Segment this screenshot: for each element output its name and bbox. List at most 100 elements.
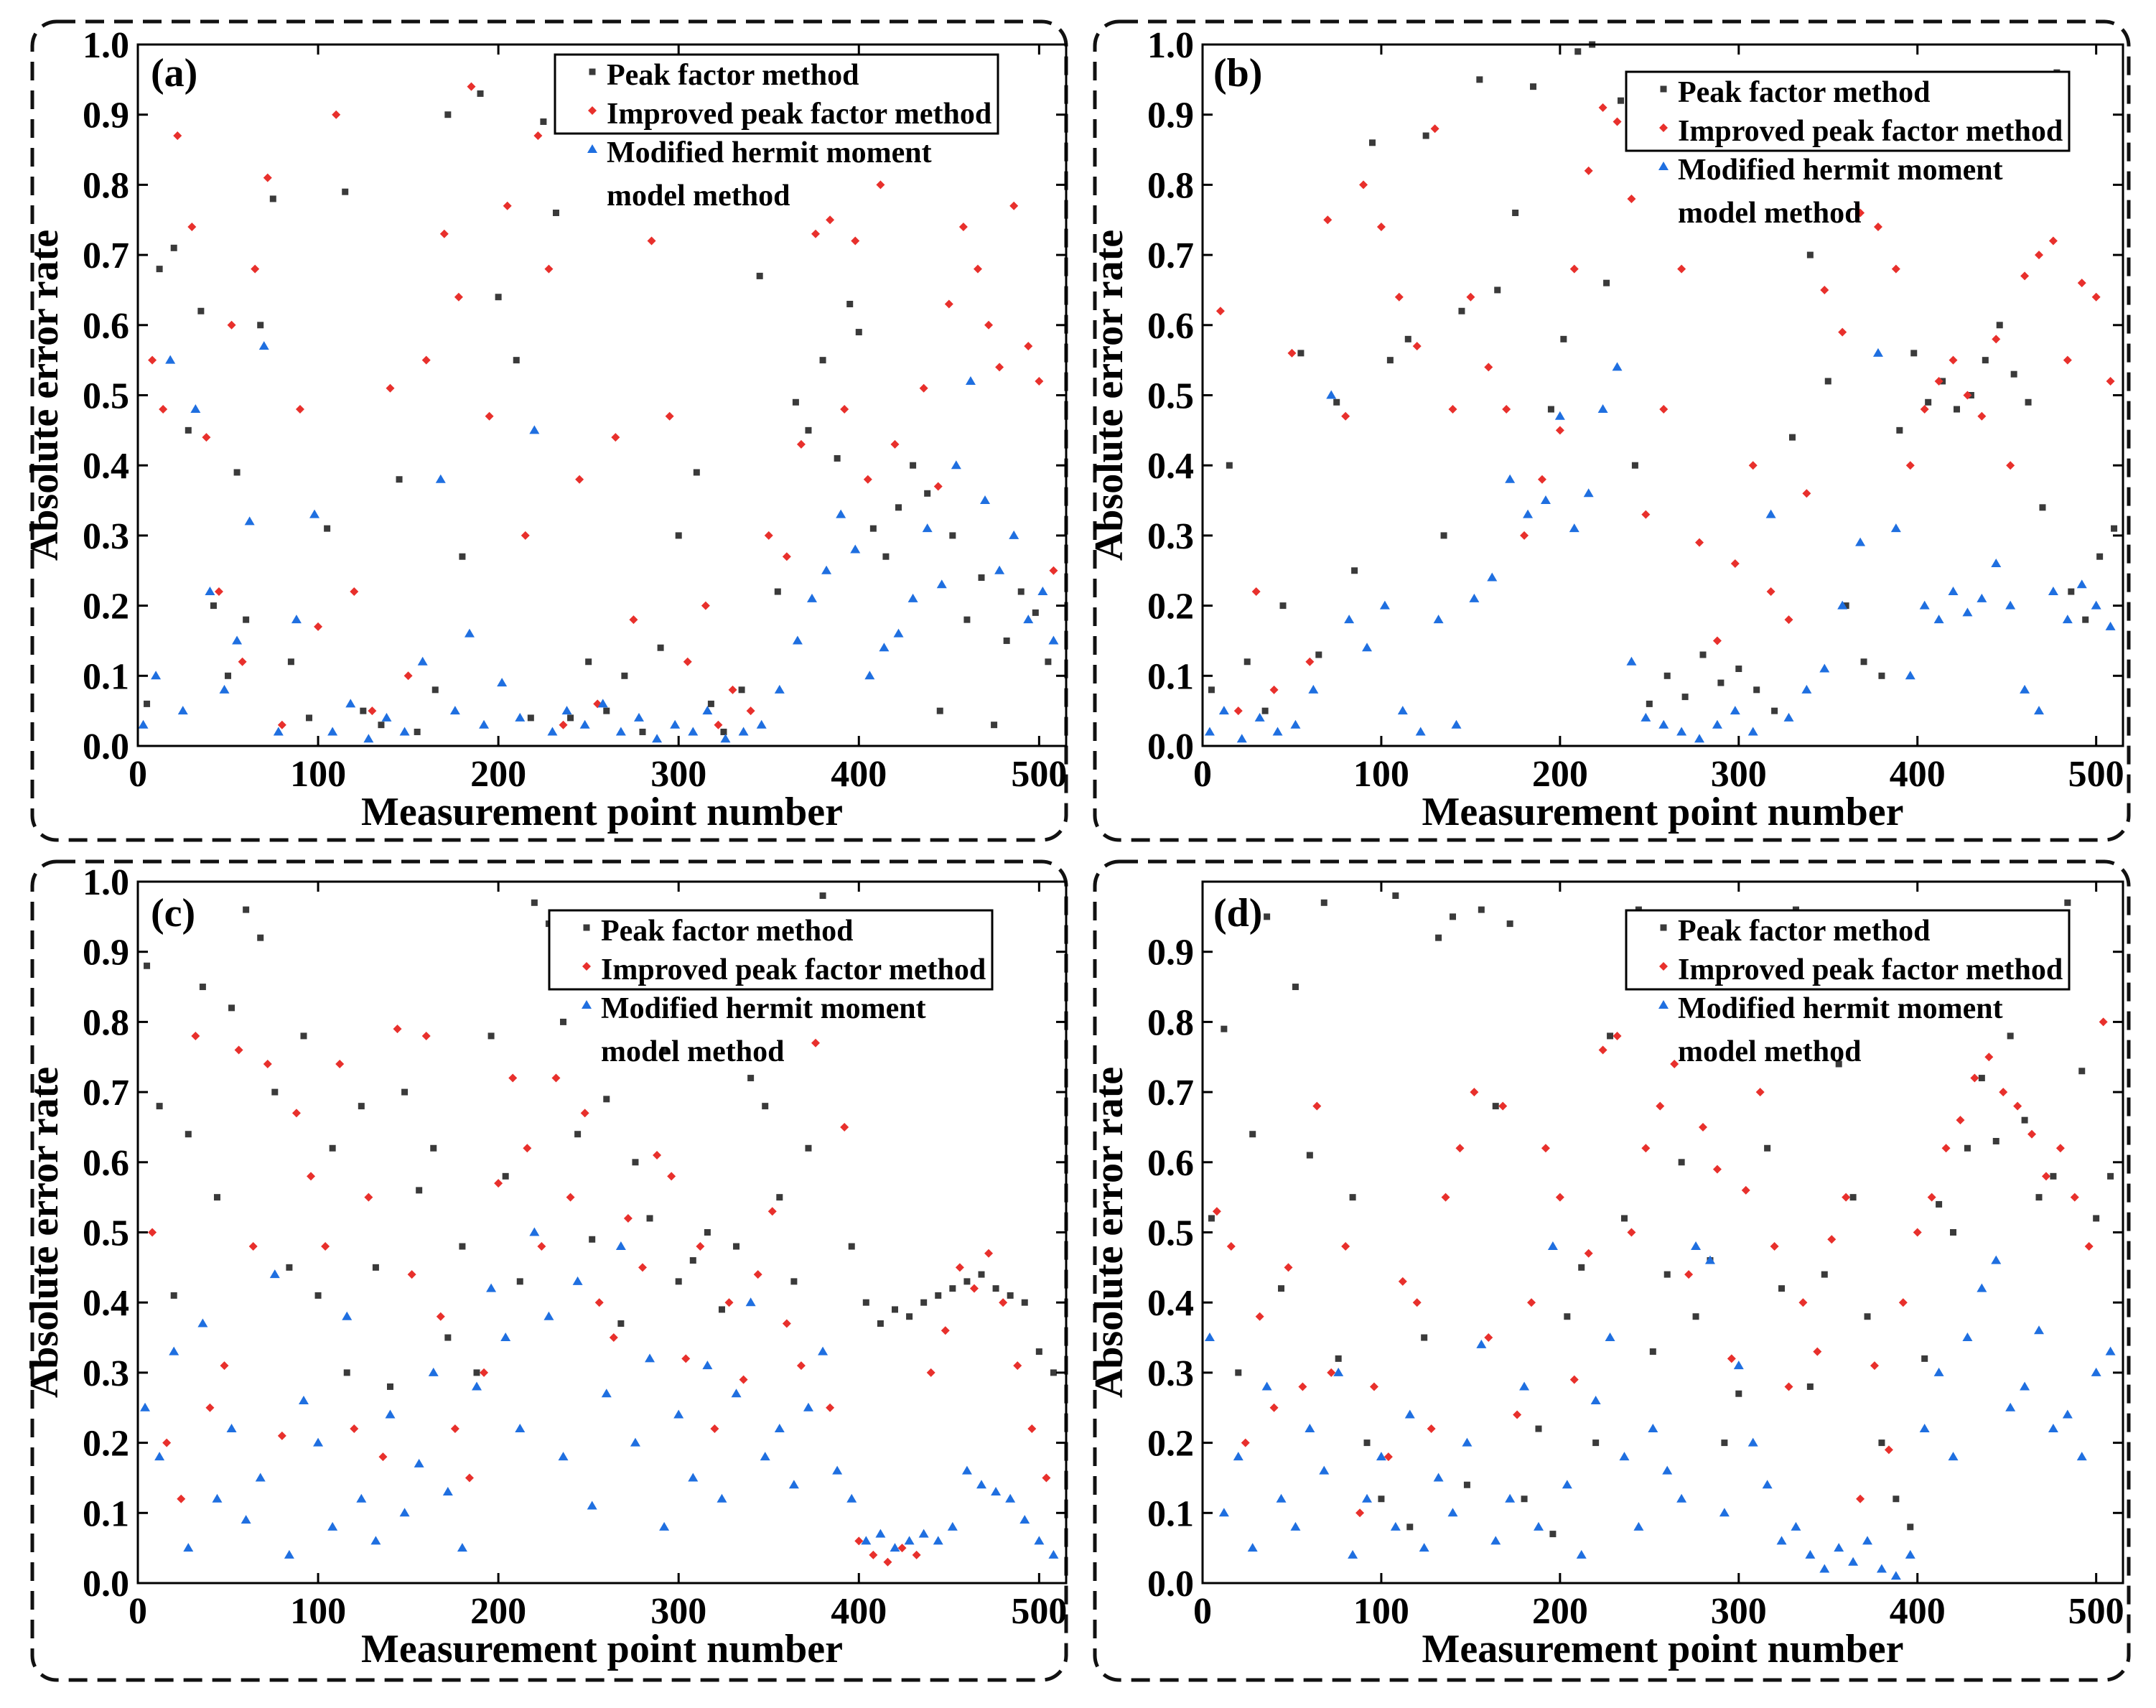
data-point: [356, 1493, 367, 1503]
y-axis-title: Absolute error rate: [1087, 230, 1131, 561]
data-point: [1992, 1137, 1999, 1144]
data-point: [2048, 236, 2058, 246]
data-point: [162, 1438, 172, 1447]
data-point: [372, 1264, 379, 1271]
y-tick-label: 0.1: [1147, 656, 1194, 697]
data-point: [1013, 1361, 1022, 1371]
x-tick-label: 100: [290, 1591, 346, 1632]
data-point: [327, 1521, 338, 1531]
data-point: [255, 1473, 266, 1482]
data-point: [688, 1473, 699, 1482]
data-point: [1272, 727, 1283, 736]
data-point: [1676, 1493, 1687, 1503]
data-point: [1379, 600, 1390, 610]
data-point: [144, 962, 151, 969]
data-point: [263, 173, 272, 182]
data-point: [1519, 1381, 1530, 1391]
data-point: [480, 1368, 489, 1377]
data-point: [893, 628, 904, 638]
data-point: [774, 684, 785, 694]
y-tick-label: 0.3: [83, 1353, 129, 1394]
data-point: [963, 1278, 971, 1285]
y-tick-label: 0.9: [1147, 95, 1194, 136]
data-point: [623, 1213, 633, 1223]
data-point: [1948, 587, 1959, 596]
data-point: [1590, 1395, 1601, 1404]
y-tick-label: 0.3: [83, 516, 129, 557]
data-point: [2096, 553, 2104, 560]
data-point: [220, 1361, 229, 1371]
data-point: [2091, 292, 2101, 302]
x-tick-label: 500: [1011, 754, 1067, 795]
legend-marker: [588, 106, 597, 115]
data-point: [597, 699, 608, 708]
chart-panel: 0 100 200 300 400 500 0.0 0.1 0.2 0.3 0.4 0.5 0.6 0.7…: [1087, 859, 2131, 1682]
data-point: [1458, 307, 1465, 314]
data-marks: [138, 54, 1059, 743]
data-point: [1648, 1424, 1658, 1433]
data-point: [1415, 727, 1426, 736]
data-point: [1584, 166, 1593, 175]
data-point: [1484, 363, 1493, 372]
data-point: [559, 720, 568, 729]
data-point: [386, 1383, 393, 1390]
data-point: [1333, 398, 1340, 406]
data-point: [1344, 615, 1355, 624]
data-point: [918, 1529, 929, 1538]
data-point: [1753, 686, 1760, 694]
data-point: [1297, 350, 1305, 357]
data-point: [2078, 1068, 2086, 1075]
data-point: [284, 1549, 294, 1559]
legend-entry: Modified hermit moment: [1678, 154, 2003, 187]
x-tick-label: 100: [1353, 754, 1409, 795]
data-point: [1560, 335, 1567, 342]
data-point: [1569, 523, 1579, 533]
data-point: [1433, 1473, 1444, 1482]
data-point: [1730, 559, 1740, 568]
data-point: [949, 532, 956, 539]
x-tick-label: 400: [831, 1591, 887, 1632]
data-point: [1659, 405, 1669, 414]
data-point: [1576, 1549, 1587, 1559]
data-point: [1050, 1369, 1057, 1376]
data-point: [2035, 251, 2044, 260]
data-point: [850, 544, 861, 554]
data-point: [653, 1151, 662, 1160]
data-point: [513, 357, 520, 364]
data-point: [782, 1319, 791, 1328]
data-point: [1564, 1313, 1571, 1320]
data-point: [414, 1458, 424, 1467]
data-point: [632, 1159, 639, 1166]
data-point: [1398, 1277, 1407, 1286]
y-tick-label: 0.5: [1147, 1213, 1194, 1254]
panel-label: (a): [151, 51, 197, 95]
panel-label: (c): [151, 891, 195, 935]
data-point: [926, 1368, 935, 1377]
data-point: [861, 1536, 872, 1545]
data-point: [295, 405, 304, 414]
data-point: [1341, 411, 1350, 421]
data-point: [199, 984, 206, 991]
data-point: [1355, 1508, 1365, 1518]
data-point: [667, 1172, 676, 1181]
x-tick-label: 100: [1353, 1591, 1409, 1632]
data-point: [287, 658, 294, 666]
data-point: [170, 1292, 177, 1299]
data-point: [1218, 1508, 1229, 1517]
data-point: [1447, 1508, 1458, 1517]
data-point: [2034, 1325, 2045, 1335]
data-point: [1925, 398, 1932, 406]
data-point: [1677, 264, 1686, 274]
data-point: [1633, 1521, 1644, 1531]
data-point: [890, 1543, 900, 1552]
data-point: [980, 495, 991, 505]
legend-marker: [1658, 1000, 1669, 1009]
data-point: [1977, 1283, 1987, 1292]
data-point: [165, 355, 176, 364]
data-point: [350, 587, 359, 597]
data-point: [258, 341, 269, 350]
data-point: [271, 1088, 279, 1096]
data-point: [1991, 1255, 2002, 1264]
data-point: [2005, 1402, 2016, 1411]
